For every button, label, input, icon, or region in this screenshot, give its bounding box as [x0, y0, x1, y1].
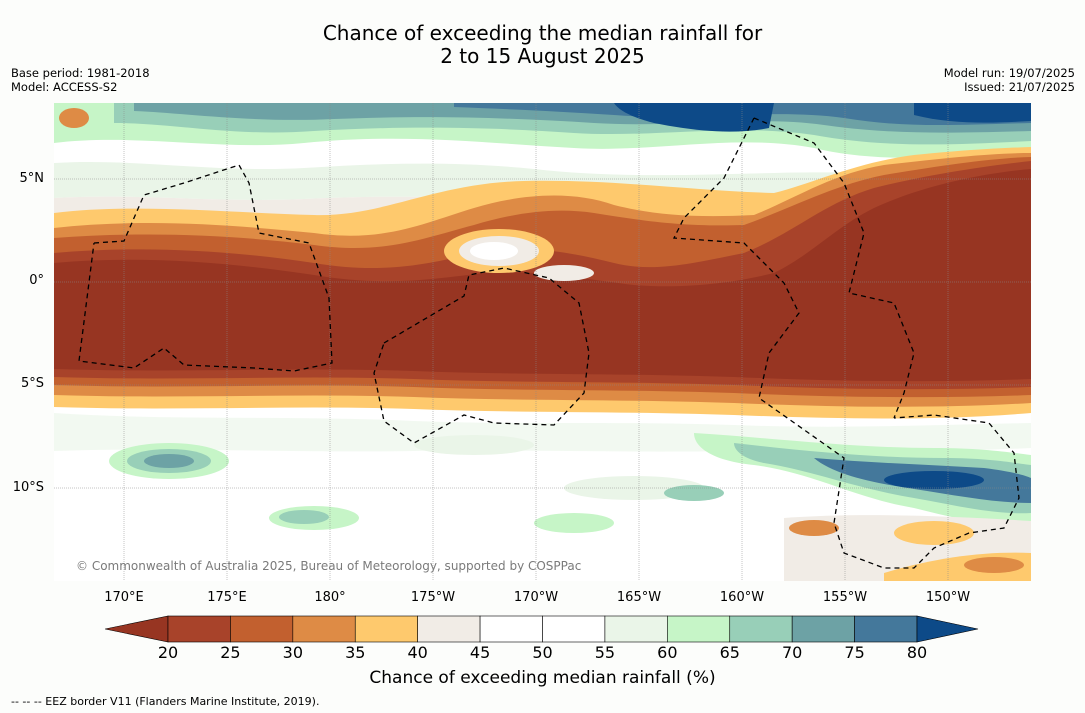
colorbar-tick-label: 20	[157, 643, 179, 662]
lon-label-170e: 170°E	[104, 590, 144, 605]
model-run: Model run: 19/07/2025	[943, 66, 1075, 80]
lat-label-5n: 5°N	[19, 171, 45, 186]
colorbar-tick-label: 80	[906, 643, 928, 662]
map-title: Chance of exceeding the median rainfall …	[0, 22, 1085, 68]
base-period: Base period: 1981-2018	[11, 66, 150, 80]
eez-footnote: -- -- -- EEZ border V11 (Flanders Marine…	[11, 695, 320, 708]
lon-label-175e: 175°E	[207, 590, 247, 605]
lon-label-165w: 165°W	[616, 590, 662, 605]
colorbar-tick-label: 50	[532, 643, 553, 662]
lat-label-10s: 10°S	[12, 480, 44, 495]
colorbar-over-arrow	[916, 615, 979, 643]
lon-label-180: 180°	[314, 590, 346, 605]
lon-label-175w: 175°W	[410, 590, 456, 605]
colorbar-segment	[604, 615, 668, 643]
colorbar	[105, 615, 979, 643]
lat-label-0: 0°	[29, 273, 44, 288]
colorbar-tick-label: 55	[594, 643, 616, 662]
colorbar-segment	[230, 615, 294, 643]
colorbar-segment	[479, 615, 543, 643]
colorbar-tick-label: 65	[719, 643, 740, 662]
colorbar-segment	[542, 615, 606, 643]
colorbar-segment	[354, 615, 418, 643]
title-line-2: 2 to 15 August 2025	[440, 44, 645, 68]
lon-label-170w: 170°W	[513, 590, 559, 605]
nw-dry-spot	[59, 108, 89, 128]
colorbar-tick-label: 75	[844, 643, 865, 662]
model-name: Model: ACCESS-S2	[11, 80, 118, 94]
colorbar-tick-label: 35	[345, 643, 366, 662]
lon-label-150w: 150°W	[925, 590, 971, 605]
colorbar-segment	[292, 615, 356, 643]
equatorial-wet-pocket	[444, 229, 594, 281]
copyright-notice: © Commonwealth of Australia 2025, Bureau…	[76, 559, 582, 573]
colorbar-tick-label: 70	[781, 643, 803, 662]
graticule	[54, 103, 1031, 581]
lon-label-155w: 155°W	[822, 590, 868, 605]
colorbar-segment	[667, 615, 731, 643]
colorbar-segment	[729, 615, 793, 643]
southern-patches	[54, 413, 1031, 581]
meta-left: Base period: 1981-2018 Model: ACCESS-S2	[11, 66, 150, 94]
colorbar-title: Chance of exceeding median rainfall (%)	[369, 668, 716, 688]
colorbar-tick-label: 25	[220, 643, 241, 662]
colorbar-tick-label: 45	[469, 643, 491, 662]
eez-borders	[78, 117, 1020, 569]
colorbar-segment	[167, 615, 231, 643]
northern-wet-band	[54, 103, 1031, 158]
title-line-1: Chance of exceeding the median rainfall …	[322, 21, 763, 45]
colorbar-segment	[791, 615, 855, 643]
colorbar-tick-label: 30	[282, 643, 303, 662]
colorbar-segment	[417, 615, 481, 643]
colorbar-tick-label: 60	[657, 643, 678, 662]
colorbar-under-arrow	[105, 615, 169, 643]
rainfall-map	[54, 103, 1031, 581]
meta-right: Model run: 19/07/2025 Issued: 21/07/2025	[944, 66, 1075, 94]
lat-label-5s: 5°S	[20, 376, 44, 391]
colorbar-tick-label: 40	[407, 643, 428, 662]
issued-date: Issued: 21/07/2025	[964, 80, 1075, 94]
colorbar-segment	[854, 615, 918, 643]
lon-label-160w: 160°W	[719, 590, 765, 605]
